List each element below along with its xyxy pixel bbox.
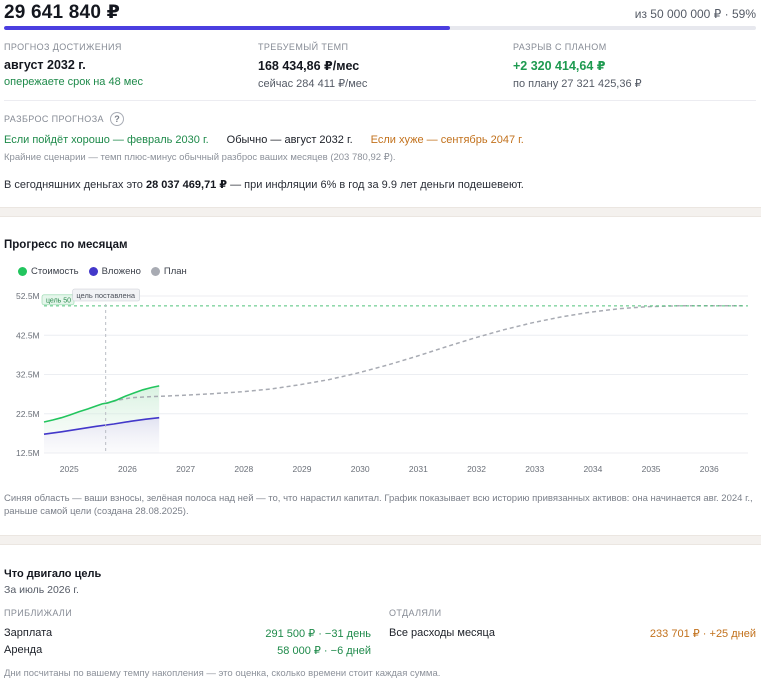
- x-tick-label: 2032: [467, 464, 486, 474]
- x-tick-label: 2026: [118, 464, 137, 474]
- y-tick-label: 42.5M: [16, 330, 40, 340]
- legend-dot: [88, 267, 98, 276]
- driver-name: Зарплата: [4, 627, 53, 639]
- legend-item-plan[interactable]: План: [150, 266, 187, 277]
- forecast-stats: ПРОГНОЗ ДОСТИЖЕНИЯ август 2032 г. опереж…: [4, 42, 756, 92]
- driver-value: 233 701 ₽ · +25 дней: [649, 628, 756, 640]
- stat-forecast: ПРОГНОЗ ДОСТИЖЕНИЯ август 2032 г. опереж…: [4, 42, 143, 88]
- driver-name: Аренда: [4, 644, 43, 656]
- x-tick-label: 2036: [700, 464, 719, 474]
- goal-set-tag-label: цель поставлена: [76, 291, 136, 300]
- stat-label: ПРОГНОЗ ДОСТИЖЕНИЯ: [4, 42, 122, 52]
- x-tick-label: 2028: [234, 464, 253, 474]
- legend-dot: [150, 267, 160, 276]
- divider: [4, 100, 756, 101]
- scenario-note: Крайние сценарии — темп плюс-минус обычн…: [4, 152, 396, 163]
- y-tick-label: 12.5M: [16, 448, 40, 458]
- stat-value: 168 434,86 ₽/мес: [258, 59, 360, 73]
- inflation-note: В сегодняшних деньгах это 28 037 469,71 …: [4, 178, 524, 191]
- x-tick-label: 2030: [351, 464, 370, 474]
- value-line: [43, 385, 160, 423]
- section-separator: [0, 535, 761, 545]
- further-heading: ОТДАЛЯЛИ: [389, 608, 442, 618]
- driver-name: Все расходы месяца: [389, 627, 495, 639]
- invested-line: [43, 416, 160, 435]
- scenario-normal: Обычно — август 2032 г.: [226, 134, 353, 146]
- legend-dot: [18, 267, 27, 276]
- x-tick-label: 2025: [60, 464, 79, 474]
- chart-legend: Стоимость Вложено План: [18, 266, 187, 277]
- scenario-bad: Если хуже — сентябрь 2047 г.: [370, 134, 524, 146]
- inflation-amount: 28 037 469,71 ₽: [145, 179, 228, 191]
- x-tick-label: 2029: [293, 464, 312, 474]
- plan-line: [105, 305, 743, 405]
- closer-heading: ПРИБЛИЖАЛИ: [4, 608, 73, 618]
- goal-progress-bar: [4, 26, 756, 30]
- x-tick-label: 2031: [409, 464, 428, 474]
- driver-value: 58 000 ₽ · −6 дней: [277, 645, 371, 657]
- y-tick-label: 52.5M: [16, 291, 40, 301]
- x-tick-label: 2034: [583, 464, 602, 474]
- stat-sub: сейчас 284 411 ₽/мес: [258, 78, 368, 90]
- goal-progress-fill: [4, 26, 450, 30]
- legend-item-value[interactable]: Стоимость: [18, 266, 79, 277]
- scenario-good: Если пойдёт хорошо — февраль 2030 г.: [4, 134, 209, 146]
- spread-label: РАЗБРОС ПРОГНОЗА: [4, 114, 104, 124]
- stat-sub: опережаете срок на 48 мес: [4, 76, 143, 88]
- x-tick-label: 2027: [176, 464, 195, 474]
- driver-value: 291 500 ₽ · −31 день: [265, 628, 371, 640]
- stat-required-pace: ТРЕБУЕМЫЙ ТЕМП 168 434,86 ₽/мес сейчас 2…: [258, 42, 367, 90]
- stat-value: август 2032 г.: [4, 58, 86, 72]
- drivers-subtitle: За июль 2026 г.: [4, 584, 79, 596]
- chart-title: Прогресс по месяцам: [4, 239, 128, 251]
- drivers-title: Что двигало цель: [4, 568, 102, 580]
- inflation-prefix: В сегодняшних деньгах это: [4, 179, 146, 191]
- invested-area: [44, 417, 160, 453]
- drivers-note: Дни посчитаны по вашему темпу накопления…: [4, 668, 441, 679]
- x-tick-label: 2035: [642, 464, 661, 474]
- legend-label: Стоимость: [31, 266, 79, 277]
- stat-label: РАЗРЫВ С ПЛАНОМ: [513, 42, 607, 52]
- goal-set-tag: [72, 288, 140, 302]
- goal-target: из 50 000 000 ₽ · 59%: [634, 7, 756, 21]
- stat-value: +2 320 414,64 ₽: [513, 59, 606, 73]
- legend-item-invested[interactable]: Вложено: [88, 266, 141, 277]
- y-tick-label: 22.5M: [16, 409, 40, 419]
- x-tick-label: 2033: [525, 464, 544, 474]
- y-tick-label: 32.5M: [16, 370, 40, 380]
- goal-header: 29 641 840 ₽ из 50 000 000 ₽ · 59%: [4, 0, 756, 26]
- stat-sub: по плану 27 321 425,36 ₽: [513, 78, 642, 90]
- forecast-spread-header: РАЗБРОС ПРОГНОЗА ?: [4, 112, 124, 126]
- legend-label: Вложено: [101, 266, 141, 277]
- legend-label: План: [163, 266, 187, 277]
- progress-chart[interactable]: 52.5M 42.5M 32.5M 22.5M 12.5M цель 50 цель по…: [0, 284, 761, 480]
- forecast-scenarios: Если пойдёт хорошо — февраль 2030 г. Обы…: [4, 134, 524, 146]
- stat-plan-gap: РАЗРЫВ С ПЛАНОМ +2 320 414,64 ₽ по плану…: [513, 42, 642, 90]
- current-amount: 29 641 840 ₽: [4, 2, 120, 23]
- stat-label: ТРЕБУЕМЫЙ ТЕМП: [258, 42, 349, 52]
- goal-tag-label: цель 50: [46, 297, 71, 304]
- inflation-suffix: — при инфляции 6% в год за 9.9 лет деньг…: [227, 179, 524, 191]
- chart-caption: Синяя область — ваши взносы, зелёная пол…: [4, 493, 753, 517]
- growth-area: [44, 385, 160, 435]
- help-icon[interactable]: ?: [109, 112, 124, 126]
- section-separator: [0, 207, 761, 217]
